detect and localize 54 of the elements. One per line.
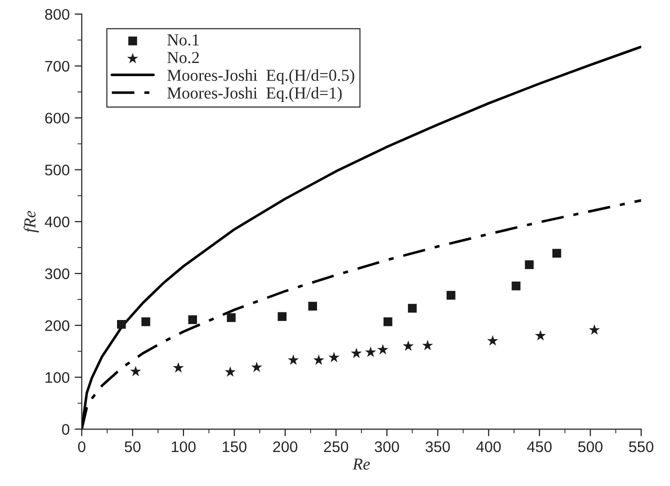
y-tick-label: 400 — [44, 216, 70, 228]
point — [251, 362, 262, 372]
x-tick-label: 300 — [374, 441, 400, 452]
x-tick-label: 100 — [172, 441, 196, 452]
point — [328, 352, 340, 362]
y-tick-label: 600 — [45, 112, 70, 124]
point — [226, 313, 236, 322]
y-tick-label: 0 — [62, 424, 70, 435]
point — [446, 290, 456, 300]
x-tick-label: 250 — [324, 441, 348, 452]
point — [408, 304, 417, 313]
point — [117, 320, 126, 329]
legend-label: No.1 — [167, 34, 199, 46]
y-tick-label: 200 — [45, 320, 70, 332]
y-tick-label: 500 — [45, 164, 70, 176]
point — [588, 324, 600, 335]
point — [278, 312, 287, 321]
point — [422, 340, 434, 350]
x-tick-label: 50 — [124, 441, 140, 452]
x-tick-label: 550 — [629, 441, 654, 452]
point — [188, 315, 198, 324]
point — [377, 344, 388, 354]
point — [534, 330, 546, 340]
point — [365, 346, 376, 358]
y-tick-label: 100 — [46, 372, 70, 383]
point — [172, 362, 184, 373]
point — [384, 317, 392, 326]
x-tick-label: 350 — [426, 441, 450, 452]
point — [288, 354, 299, 365]
point — [130, 366, 142, 376]
legend-label: Moores-Joshi Eq.(H/d=1) — [167, 86, 342, 102]
point — [552, 248, 562, 258]
x-tick-label: 200 — [273, 441, 298, 452]
x-tick-label: 0 — [78, 441, 86, 452]
point — [141, 317, 150, 326]
y-tick-label: 800 — [45, 8, 70, 20]
legend-label: No.2 — [167, 52, 199, 64]
point — [224, 366, 236, 377]
y-tick-label: 300 — [45, 268, 70, 280]
y-tick-label: 700 — [45, 60, 70, 72]
point — [512, 282, 520, 290]
point — [487, 335, 498, 346]
point — [524, 260, 534, 270]
legend-label: Moores-Joshi Eq.(H/d=0.5) — [167, 69, 354, 84]
x-tick-label: 400 — [476, 441, 501, 452]
x-tick-label: 500 — [578, 441, 602, 452]
point — [308, 302, 318, 311]
x-tick-label: 450 — [527, 441, 552, 452]
x-tick-label: 150 — [222, 441, 246, 452]
point — [350, 348, 362, 358]
y-axis-title: fRe — [24, 210, 39, 233]
point — [402, 340, 414, 351]
x-axis-title: Re — [352, 458, 370, 470]
point — [313, 354, 324, 365]
